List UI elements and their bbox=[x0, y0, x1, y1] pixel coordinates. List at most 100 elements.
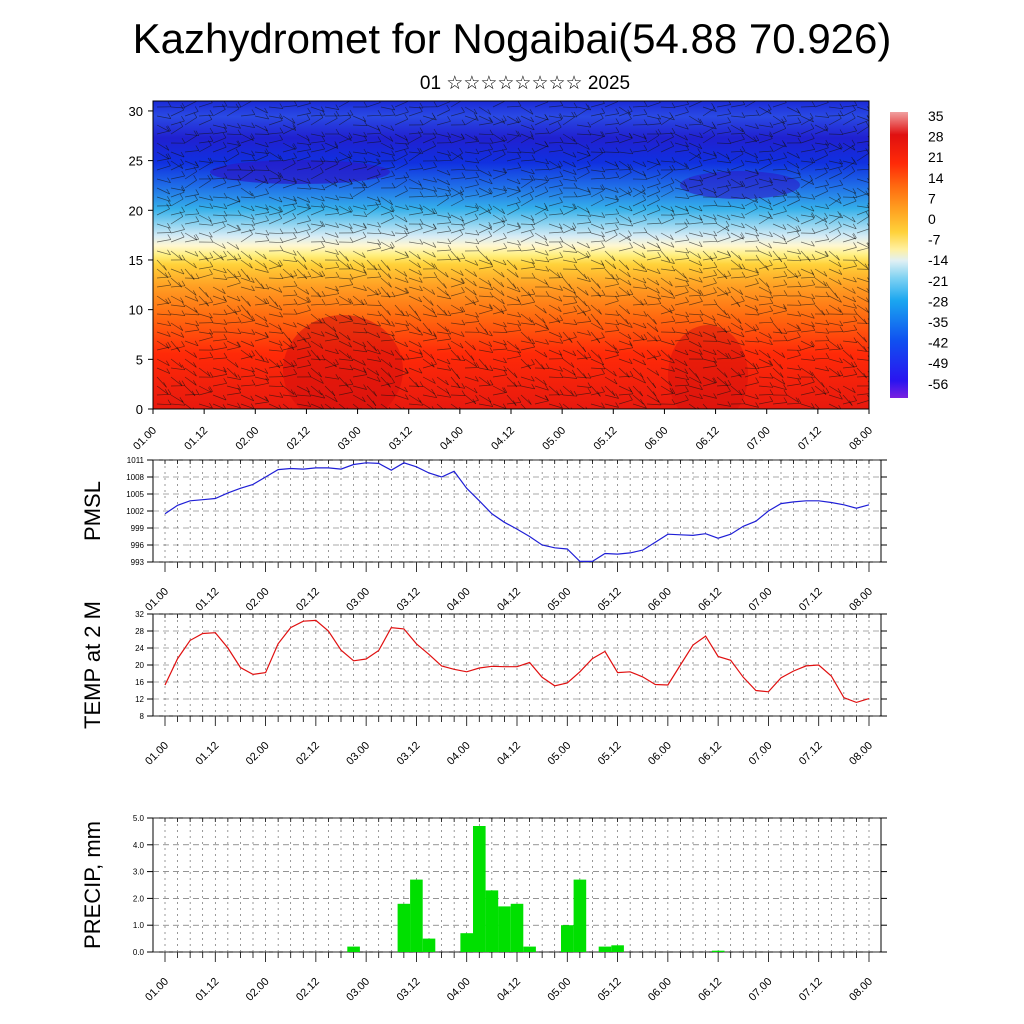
wind-barb-flag bbox=[713, 230, 718, 237]
wind-barb-flag bbox=[446, 179, 451, 186]
wind-barb-flag bbox=[587, 211, 592, 217]
wind-barb bbox=[842, 286, 856, 294]
wind-barb bbox=[786, 259, 802, 262]
wind-barb-flag bbox=[824, 167, 828, 173]
wind-barb-flag bbox=[853, 395, 857, 401]
wind-barb-flag bbox=[251, 370, 256, 376]
wind-barb-flag bbox=[209, 252, 214, 258]
wind-barb bbox=[170, 236, 185, 243]
wind-barb-flag bbox=[867, 135, 869, 139]
wind-barb-flag bbox=[391, 109, 396, 116]
wind-barb-flag bbox=[363, 369, 368, 375]
wind-barb bbox=[744, 169, 759, 175]
wind-barb bbox=[758, 184, 773, 189]
wind-barb bbox=[464, 117, 478, 126]
wind-barb bbox=[646, 115, 661, 120]
wind-barb-flag bbox=[335, 298, 340, 304]
wind-barb-flag bbox=[461, 172, 466, 178]
wind-barb bbox=[282, 183, 297, 189]
wind-barb-flag bbox=[193, 175, 197, 181]
wind-barb bbox=[772, 284, 787, 288]
wind-barb-flag bbox=[235, 148, 240, 154]
wind-barb bbox=[814, 331, 829, 334]
wind-barb bbox=[408, 385, 424, 387]
wind-barb-flag bbox=[419, 218, 424, 225]
wind-barb-flag bbox=[503, 232, 507, 239]
wind-barb bbox=[814, 268, 828, 277]
wind-barb bbox=[702, 282, 717, 288]
wind-barb-flag bbox=[417, 254, 421, 260]
wind-barb-flag bbox=[251, 285, 255, 291]
wind-barb-flag bbox=[290, 389, 295, 395]
wind-barb-flag bbox=[643, 334, 648, 340]
wind-barb bbox=[436, 120, 451, 126]
wind-barb bbox=[520, 106, 534, 115]
wind-barb-flag bbox=[265, 321, 269, 328]
wind-barb-flag bbox=[783, 176, 788, 182]
wind-barb-flag bbox=[797, 270, 802, 276]
wind-barb bbox=[436, 241, 451, 245]
wind-barb bbox=[576, 357, 591, 360]
wind-barb-flag bbox=[811, 321, 815, 327]
wind-barb bbox=[674, 384, 690, 387]
wind-barb bbox=[408, 286, 423, 292]
wind-barb-flag bbox=[671, 293, 676, 299]
wind-barb-flag bbox=[699, 231, 703, 237]
wind-barb bbox=[408, 212, 423, 216]
wind-barb-flag bbox=[334, 232, 339, 238]
wind-barb bbox=[366, 322, 381, 327]
wind-barb-flag bbox=[166, 188, 171, 195]
wind-barb-flag bbox=[611, 274, 615, 280]
wind-barb bbox=[562, 205, 577, 210]
wind-barb bbox=[268, 295, 279, 307]
wind-barb-flag bbox=[652, 391, 657, 397]
wind-barb-flag bbox=[475, 362, 480, 368]
wind-barb-flag bbox=[573, 257, 578, 263]
wind-barb bbox=[506, 259, 518, 270]
wind-barb-flag bbox=[601, 242, 605, 248]
wind-barb bbox=[814, 167, 829, 171]
wind-barb-flag bbox=[531, 341, 536, 348]
wind-barb-flag bbox=[670, 206, 675, 212]
wind-barb bbox=[352, 160, 367, 163]
wind-barb-flag bbox=[447, 137, 452, 143]
wind-barb-flag bbox=[769, 305, 774, 312]
wind-barb-flag bbox=[615, 147, 620, 153]
wind-barb-flag bbox=[181, 138, 186, 144]
y-tick-label: 3.0 bbox=[133, 868, 145, 877]
wind-barb-flag bbox=[667, 354, 672, 360]
wind-barb-flag bbox=[447, 392, 452, 398]
wind-barb-flag bbox=[769, 339, 773, 345]
wind-barb bbox=[716, 286, 729, 296]
wind-barb-flag bbox=[685, 193, 690, 199]
wind-barb-flag bbox=[586, 187, 591, 193]
wind-barb-flag bbox=[473, 280, 477, 287]
wind-barb bbox=[324, 276, 340, 279]
wind-barb bbox=[226, 358, 239, 368]
wind-barb bbox=[478, 154, 492, 162]
wind-barb bbox=[856, 295, 869, 303]
wind-barb bbox=[786, 106, 800, 114]
wind-barb-flag bbox=[222, 404, 227, 409]
wind-barb bbox=[604, 330, 619, 333]
wind-barb bbox=[156, 187, 170, 195]
wind-barb bbox=[450, 138, 465, 144]
x-tick-label: 02.00 bbox=[244, 740, 272, 768]
wind-barb bbox=[394, 292, 409, 297]
wind-barb-flag bbox=[265, 267, 269, 273]
wind-barb-flag bbox=[376, 125, 381, 131]
x-tick-label: 03.00 bbox=[336, 425, 364, 453]
wind-barb bbox=[772, 267, 787, 270]
wind-barb-flag bbox=[570, 407, 573, 409]
wind-barb-flag bbox=[601, 184, 606, 190]
wind-barb-flag bbox=[419, 148, 424, 154]
wind-barb-flag bbox=[459, 147, 463, 154]
wind-barb-flag bbox=[741, 295, 745, 302]
wind-barb bbox=[814, 348, 829, 351]
wind-barb-flag bbox=[321, 241, 325, 248]
wind-barb bbox=[366, 293, 381, 297]
y-tick-label: 1005 bbox=[126, 490, 144, 499]
wind-barb bbox=[464, 349, 475, 361]
wind-barb-flag bbox=[712, 187, 717, 194]
wind-barb bbox=[226, 196, 241, 203]
